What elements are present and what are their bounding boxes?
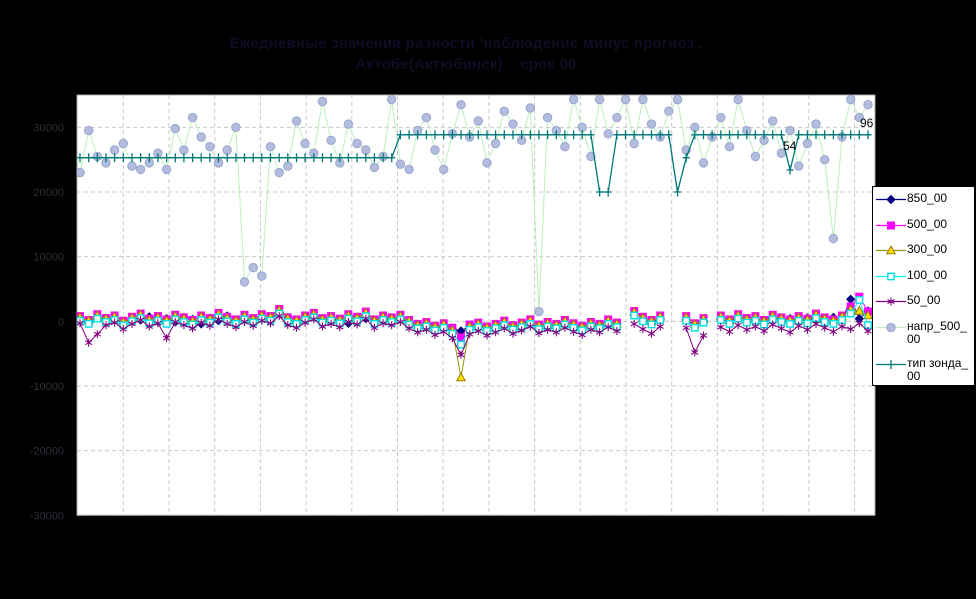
legend-marker-plus-icon [876,360,906,369]
series-тип зонда_00 [77,130,872,197]
y-axis-labels: 30000 20000 10000 0 -10000 -20000 -30000 [30,122,64,522]
series-тип зонда_00-markers [77,130,872,197]
chart-title-line2: Актобе(Актюбинск) срок 00 [355,56,577,73]
y-tick-label: 20000 [33,187,64,199]
legend-marker-triangle-icon [876,244,906,255]
legend-item-500_00: 500_00 [875,216,973,232]
chart-title-line1: Ежедневные значения разности 'наблюдение… [229,35,703,52]
legend-item-напр_500_00: напр_500_00 [875,318,973,346]
legend-marker-circle-icon [876,322,906,332]
legend-item-тип зонда_00: тип зонда_00 [875,357,973,383]
legend-label: 500_00 [907,216,948,231]
series-50_00-markers [77,312,872,359]
y-tick-label: -10000 [30,381,64,393]
y-tick-label: 0 [58,316,64,328]
y-tick-label: 30000 [33,122,64,134]
plot-area [76,94,876,516]
legend-label: 50_00 [907,293,941,307]
data-label-54: 54 [783,139,797,153]
chart-legend: 850_00 500_00 300_00 100_00 50_00 напр_500_00… [872,186,975,386]
data-label-96: 96 [860,116,874,130]
legend-item-850_00: 850_00 [875,192,973,206]
legend-item-50_00: 50_00 [875,294,973,308]
legend-label: 850_00 [907,191,948,205]
legend-label: 300_00 [907,242,948,256]
series-50_00 [77,312,872,359]
legend-label: тип зонда_00 [907,356,969,383]
legend-marker-asterisk-icon [876,297,906,306]
legend-marker-diamond-icon [876,194,906,205]
legend-marker-square-open-icon [876,272,906,280]
legend-label: напр_500_00 [907,318,967,346]
y-tick-label: -30000 [30,510,64,522]
y-tick-label: -20000 [30,446,64,458]
y-tick-label: 10000 [33,252,64,264]
legend-item-100_00: 100_00 [875,267,973,283]
legend-label: 100_00 [907,267,948,282]
legend-item-300_00: 300_00 [875,243,973,257]
legend-marker-square-icon [876,221,906,229]
